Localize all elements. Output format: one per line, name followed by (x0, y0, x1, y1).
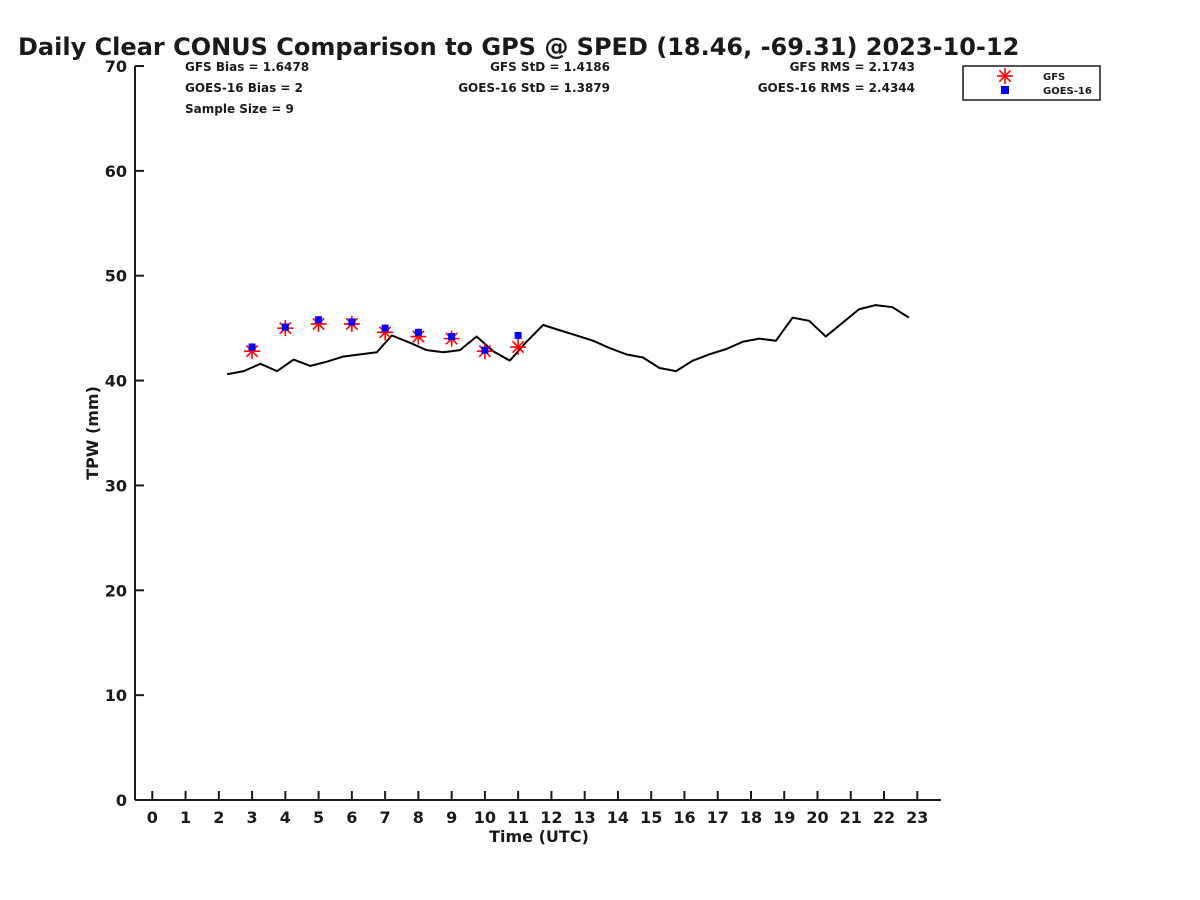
x-tick-label: 11 (507, 808, 529, 827)
legend-goes16-label: GOES-16 (1043, 86, 1092, 97)
x-tick-label: 6 (346, 808, 357, 827)
x-tick-label: 5 (313, 808, 324, 827)
x-tick-label: 4 (280, 808, 291, 827)
x-tick-label: 3 (247, 808, 258, 827)
goes16-point (414, 328, 422, 336)
stat-goes16-bias: GOES-16 Bias = 2 (185, 81, 303, 95)
gfs-point (310, 315, 327, 332)
legend-gfs-asterisk (997, 68, 1013, 84)
y-tick-label: 50 (105, 267, 127, 286)
y-tick-label: 70 (105, 57, 127, 76)
x-tick-label: 23 (906, 808, 928, 827)
legend-gfs-marker (997, 68, 1013, 84)
x-axis-label: Time (UTC) (489, 827, 589, 846)
x-tick-label: 17 (707, 808, 729, 827)
x-tick-label: 15 (640, 808, 662, 827)
goes16-point (348, 318, 356, 326)
x-tick-label: 12 (540, 808, 562, 827)
goes16-point (514, 331, 522, 339)
x-tick-label: 10 (474, 808, 496, 827)
y-axis-label: TPW (mm) (83, 386, 102, 480)
y-tick-label: 60 (105, 162, 127, 181)
legend: GFS GOES-16 (962, 65, 1101, 101)
stat-goes16-std: GOES-16 StD = 1.3879 (458, 81, 610, 95)
legend-gfs-label: GFS (1043, 72, 1065, 83)
x-tick-label: 13 (574, 808, 596, 827)
legend-box (962, 65, 1101, 101)
stat-gfs-std: GFS StD = 1.4186 (490, 60, 610, 74)
x-tick-label: 18 (740, 808, 762, 827)
legend-goes16-square (1001, 86, 1009, 94)
legend-goes16-marker (1001, 86, 1009, 94)
x-tick-label: 21 (840, 808, 862, 827)
y-tick-label: 30 (105, 476, 127, 495)
x-tick-label: 14 (607, 808, 629, 827)
stat-sample-size: Sample Size = 9 (185, 102, 294, 116)
x-tick-label: 22 (873, 808, 895, 827)
x-tick-label: 8 (413, 808, 424, 827)
y-tick-label: 0 (116, 791, 127, 810)
x-tick-label: 7 (380, 808, 391, 827)
goes16-point (448, 333, 456, 341)
x-tick-label: 19 (773, 808, 795, 827)
y-tick-label: 20 (105, 581, 127, 600)
x-tick-label: 0 (147, 808, 158, 827)
x-tick-label: 20 (806, 808, 828, 827)
x-tick-label: 9 (446, 808, 457, 827)
stat-goes16-rms: GOES-16 RMS = 2.4344 (758, 81, 915, 95)
y-tick-label: 10 (105, 686, 127, 705)
y-tick-label: 40 (105, 372, 127, 391)
chart-title: Daily Clear CONUS Comparison to GPS @ SP… (18, 33, 1019, 61)
x-tick-label: 2 (213, 808, 224, 827)
stats-block: GFS Bias = 1.6478 GOES-16 Bias = 2 Sampl… (185, 60, 915, 116)
goes16-point (281, 323, 289, 331)
stat-gfs-rms: GFS RMS = 2.1743 (790, 60, 915, 74)
goes16-point (481, 346, 489, 354)
stat-gfs-bias: GFS Bias = 1.6478 (185, 60, 309, 74)
x-tick-label: 1 (180, 808, 191, 827)
goes16-point (381, 324, 389, 332)
goes16-point (315, 316, 323, 324)
gfs-point (244, 343, 261, 360)
goes16-point (248, 343, 256, 351)
gfs-point (510, 339, 527, 356)
x-tick-label: 16 (673, 808, 695, 827)
gps-line (226, 304, 910, 376)
